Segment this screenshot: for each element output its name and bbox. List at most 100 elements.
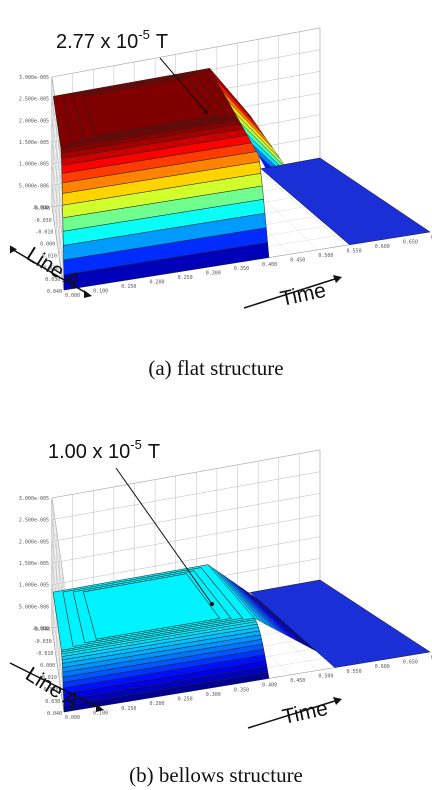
x-tick-label: 0.000 (65, 715, 80, 721)
surface-floor-strip (249, 579, 431, 668)
x-tick-label: 0.100 (93, 710, 108, 716)
x-tick-label: 0.400 (262, 262, 277, 268)
surface-contour (72, 570, 232, 644)
x-tick-label: 0.300 (206, 692, 221, 698)
x-tick-label: 0.350 (234, 687, 249, 693)
grid-line (51, 163, 65, 247)
x-tick-label: 0.200 (149, 280, 164, 286)
grid-line (51, 519, 65, 604)
xlabel-arrowhead-b (333, 697, 342, 705)
z-tick-label: 5.000e-006 (19, 183, 49, 189)
x-tick-label: 0.350 (234, 266, 249, 272)
x-tick-label: 0.500 (318, 673, 333, 679)
x-tick-label: 0.300 (206, 271, 221, 277)
surface-b (52, 564, 431, 713)
x-tick-label: 0.500 (318, 253, 333, 259)
x-tick-label: 0.550 (347, 669, 362, 675)
grid-line (51, 141, 65, 226)
z-tick-label: 2.000e-005 (19, 118, 49, 124)
annotation-leader-a (159, 57, 207, 113)
panel-a: 0.000 5.000e-006 1.000e-005 1.500e-005 2.000… (9, 27, 432, 380)
y-tick-label: 0.030 (45, 699, 60, 705)
y-tick-label: -0.010 (35, 651, 53, 657)
surface-contour (83, 77, 217, 137)
z-tick-label: 1.500e-005 (19, 561, 49, 567)
y-tick-label: 0.010 (42, 675, 57, 681)
z-tick-label: 1.500e-005 (19, 140, 49, 146)
panel-b: 0.000 5.000e-006 1.000e-005 1.500e-005 2.000… (9, 437, 432, 787)
y-tick-label: -0.010 (35, 230, 53, 236)
surface-floor-strip (260, 157, 431, 246)
x-tick-label: 0.450 (290, 678, 305, 684)
annotation-dot-a (204, 110, 208, 114)
caption-b: (b) bellows structure (129, 763, 303, 787)
ylabel-arrow-a (9, 247, 89, 295)
xlabel-arrow-b (247, 699, 339, 729)
ticks-b: 0.000 5.000e-006 1.000e-005 1.500e-005 2.000… (19, 496, 432, 721)
xlabel-b: Time (280, 697, 330, 729)
x-tick-label: 0.200 (149, 701, 164, 707)
z-tick-label: 2.500e-005 (19, 518, 49, 524)
x-tick-label: 0.100 (93, 289, 108, 295)
z-tick-label: 0.000 (34, 205, 49, 211)
x-tick-label: 0.600 (375, 244, 390, 250)
xlabel-arrowhead-a (333, 275, 342, 283)
grid-line (51, 493, 321, 542)
x-tick-label: 0.650 (403, 660, 418, 666)
ticks-a: 0.000 5.000e-006 1.000e-005 1.500e-005 2.000… (19, 75, 432, 299)
y-tick-label: -0.030 (34, 218, 52, 224)
annotation-b: 1.00 x 10-5 T (48, 437, 160, 463)
z-tick-label: 1.000e-005 (19, 583, 49, 589)
grid-line (51, 449, 321, 499)
z-tick-label: 1.000e-005 (19, 162, 49, 168)
xlabel-arrow-a (243, 277, 339, 309)
annotation-leader-b (115, 467, 213, 605)
grid-line (51, 27, 321, 78)
y-tick-label: 0.000 (40, 242, 55, 248)
z-tick-label: 0.000 (34, 626, 49, 632)
surface-contour (62, 567, 244, 647)
ylabel-arrow-b (9, 662, 101, 709)
surface-contour (73, 74, 229, 140)
ylabel-arrowhead-a-start (10, 245, 17, 254)
y-tick-label: 0.010 (42, 253, 57, 259)
z-tick-label: 2.500e-005 (19, 97, 49, 103)
annotation-a: 2.77 x 10-5 T (56, 27, 168, 53)
x-tick-label: 0.250 (178, 275, 193, 281)
grid-line (51, 514, 321, 564)
y-tick-label: 0.030 (45, 277, 60, 283)
z-tick-label: 3.000e-005 (19, 75, 49, 81)
surface-contour (83, 573, 221, 640)
y-tick-label: -0.040 (32, 627, 50, 633)
grid-line (51, 497, 65, 583)
grid-line (51, 536, 321, 585)
x-tick-label: 0.650 (403, 239, 418, 245)
z-tick-label: 3.000e-005 (19, 496, 49, 502)
z-tick-label: 2.000e-005 (19, 539, 49, 545)
x-tick-label: 0.150 (121, 706, 136, 712)
annotation-dot-b (210, 602, 214, 606)
y-tick-label: -0.030 (34, 639, 52, 645)
x-tick-label: 0.600 (375, 664, 390, 670)
y-tick-label: 0.020 (44, 687, 59, 693)
x-tick-label: 0.150 (121, 284, 136, 290)
y-tick-label: 0.000 (40, 663, 55, 669)
ylabel-arrowhead-b (96, 704, 104, 712)
z-tick-label: 5.000e-006 (19, 604, 49, 610)
grid-line (51, 471, 321, 520)
y-tick-label: 0.040 (47, 289, 62, 295)
x-tick-label: 0.000 (65, 293, 80, 299)
x-tick-label: 0.250 (178, 697, 193, 703)
y-tick-label: 0.040 (47, 711, 62, 717)
grid-line (51, 606, 65, 691)
x-tick-label: 0.550 (347, 248, 362, 254)
surface-a (53, 68, 431, 291)
y-tick-label: -0.040 (32, 206, 50, 212)
y-tick-label: 0.020 (44, 265, 59, 271)
grid-line (51, 185, 65, 269)
x-tick-label: 0.400 (262, 683, 277, 689)
caption-a: (a) flat structure (148, 356, 283, 380)
surface-contour (63, 70, 240, 144)
x-tick-label: 0.450 (290, 257, 305, 263)
